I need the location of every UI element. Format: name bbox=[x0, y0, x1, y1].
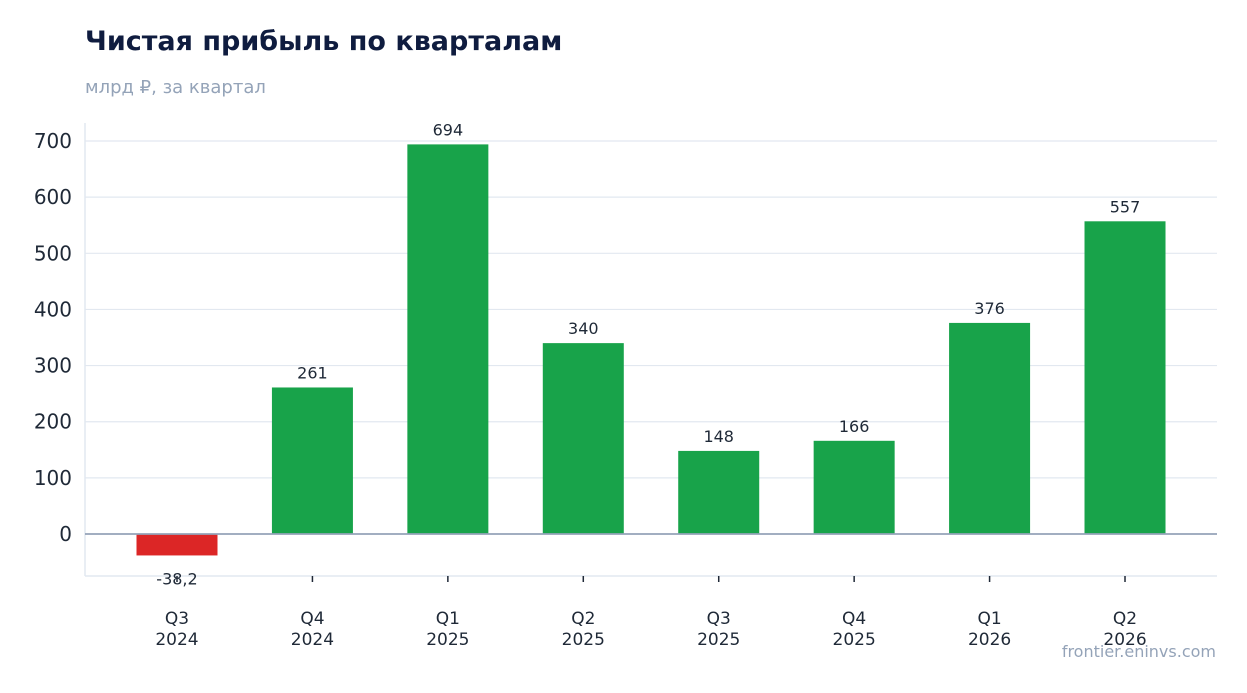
y-tick-label: 700 bbox=[34, 129, 72, 153]
y-tick-label: 200 bbox=[34, 410, 72, 434]
grid-lines bbox=[85, 140, 1217, 479]
x-tick-label-year: 2026 bbox=[1103, 630, 1146, 650]
x-tick-label-quarter: Q4 bbox=[300, 609, 324, 629]
bar bbox=[678, 450, 760, 534]
y-axis-ticks: 0 100 200 300 400 500 600 700 bbox=[34, 129, 72, 546]
x-tick-label-quarter: Q1 bbox=[977, 609, 1001, 629]
x-tick-label-quarter: Q2 bbox=[571, 609, 595, 629]
bar bbox=[949, 322, 1031, 534]
chart-subtitle: млрд ₽, за квартал bbox=[85, 77, 266, 98]
source-credit: frontier.eninvs.com bbox=[1061, 642, 1216, 661]
x-tick-label-year: 2024 bbox=[291, 630, 334, 650]
x-axis-ticks: Q32024Q42024Q12025Q22025Q32025Q42025Q120… bbox=[155, 576, 1147, 650]
bar bbox=[542, 343, 624, 534]
data-label: 694 bbox=[433, 120, 464, 139]
axes bbox=[84, 123, 1217, 577]
bar bbox=[407, 144, 489, 534]
y-tick-label: 500 bbox=[34, 241, 72, 265]
x-tick-label-year: 2025 bbox=[833, 630, 876, 650]
bar bbox=[271, 387, 353, 534]
data-label: 557 bbox=[1110, 197, 1141, 216]
x-tick-label-year: 2024 bbox=[155, 630, 198, 650]
data-label: 148 bbox=[703, 427, 734, 446]
bar bbox=[136, 534, 218, 556]
y-tick-label: 300 bbox=[34, 354, 72, 378]
x-tick-label-quarter: Q4 bbox=[842, 609, 866, 629]
y-tick-label: 600 bbox=[34, 185, 72, 209]
bar bbox=[813, 440, 895, 534]
x-tick-label-quarter: Q3 bbox=[165, 609, 189, 629]
y-tick-label: 0 bbox=[59, 522, 72, 546]
x-tick-label-year: 2026 bbox=[968, 630, 1011, 650]
bars bbox=[136, 144, 1166, 556]
x-tick-label-quarter: Q3 bbox=[707, 609, 731, 629]
x-tick-label-year: 2025 bbox=[697, 630, 740, 650]
data-label: 376 bbox=[974, 299, 1005, 318]
data-label: 261 bbox=[297, 363, 328, 382]
data-label: 340 bbox=[568, 319, 599, 338]
y-tick-label: 400 bbox=[34, 297, 72, 321]
x-tick-label-quarter: Q1 bbox=[436, 609, 460, 629]
y-tick-label: 100 bbox=[34, 466, 72, 490]
chart-title: Чистая прибыль по кварталам bbox=[85, 26, 563, 57]
x-tick-label-quarter: Q2 bbox=[1113, 609, 1137, 629]
x-tick-label-year: 2025 bbox=[562, 630, 605, 650]
data-label: 166 bbox=[839, 417, 870, 436]
x-tick-label-year: 2025 bbox=[426, 630, 469, 650]
bar bbox=[1084, 221, 1166, 534]
